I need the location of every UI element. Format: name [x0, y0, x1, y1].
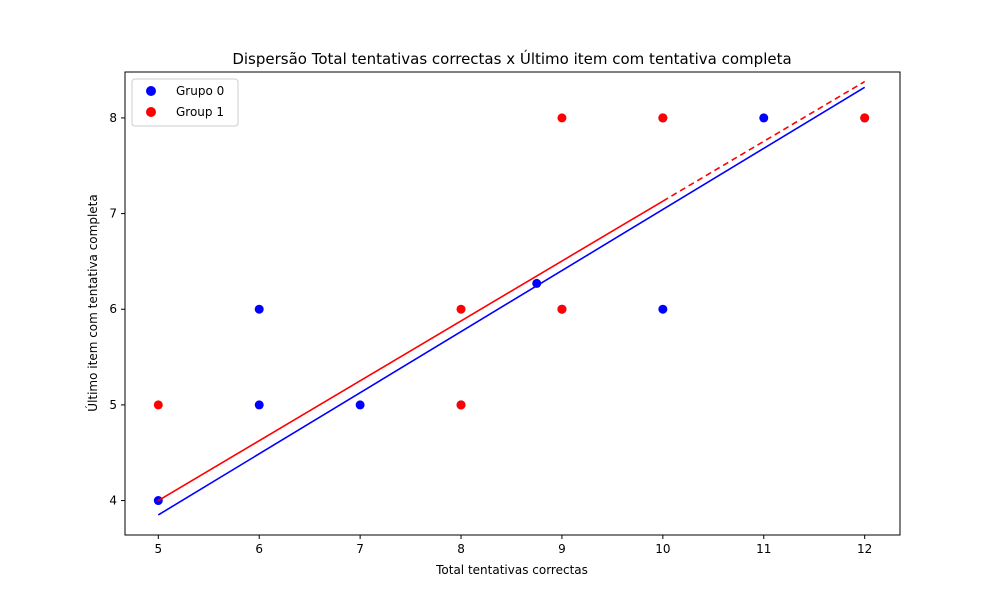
fit-line-grupo-0	[157, 86, 866, 516]
y-ticks: 4 5 6 7 8	[109, 111, 125, 508]
x-tick-label: 11	[756, 542, 771, 556]
x-tick-label: 5	[154, 542, 162, 556]
y-tick-label: 5	[109, 398, 117, 412]
point-group-1-6	[860, 113, 870, 123]
legend-box	[131, 78, 239, 127]
y-tick-label: 6	[109, 302, 117, 316]
legend: Grupo 0 Group 1	[131, 78, 239, 127]
x-tick-label: 10	[655, 542, 670, 556]
point-group-1-5	[658, 113, 668, 123]
point-grupo-0-1	[254, 304, 264, 314]
point-group-1-1	[456, 304, 466, 314]
x-ticks: 5 6 7 8 9 10 11 12	[154, 535, 872, 556]
legend-label-grupo-0: Grupo 0	[176, 84, 224, 98]
point-group-1-2	[456, 400, 466, 410]
x-tick-label: 8	[457, 542, 465, 556]
chart-title: Dispersão Total tentativas correctas x Ú…	[232, 49, 791, 68]
point-group-1-4	[557, 304, 567, 314]
x-tick-label: 9	[558, 542, 566, 556]
legend-marker-grupo-0	[146, 86, 156, 96]
plot-frame	[124, 71, 901, 536]
point-grupo-0-2	[254, 400, 264, 410]
point-grupo-0-5	[532, 278, 542, 288]
point-grupo-0-3	[355, 400, 365, 410]
fit-line-extension-group-1	[662, 80, 866, 202]
x-tick-label: 12	[857, 542, 872, 556]
y-tick-label: 4	[109, 494, 117, 508]
x-axis-label: Total tentativas correctas	[435, 563, 588, 577]
point-grupo-0-8	[658, 304, 668, 314]
legend-label-group-1: Group 1	[176, 105, 224, 119]
point-group-1-0	[153, 400, 163, 410]
y-tick-label: 8	[109, 111, 117, 125]
x-tick-label: 6	[255, 542, 263, 556]
fit-line-group-1	[157, 200, 664, 502]
y-axis-label: Último item com tentativa completa	[85, 194, 100, 411]
y-tick-label: 7	[109, 207, 117, 221]
point-group-1-3	[557, 113, 567, 123]
x-tick-label: 7	[356, 542, 364, 556]
point-grupo-0-9	[759, 113, 769, 123]
legend-marker-group-1	[146, 107, 156, 117]
plot-area	[153, 80, 870, 516]
